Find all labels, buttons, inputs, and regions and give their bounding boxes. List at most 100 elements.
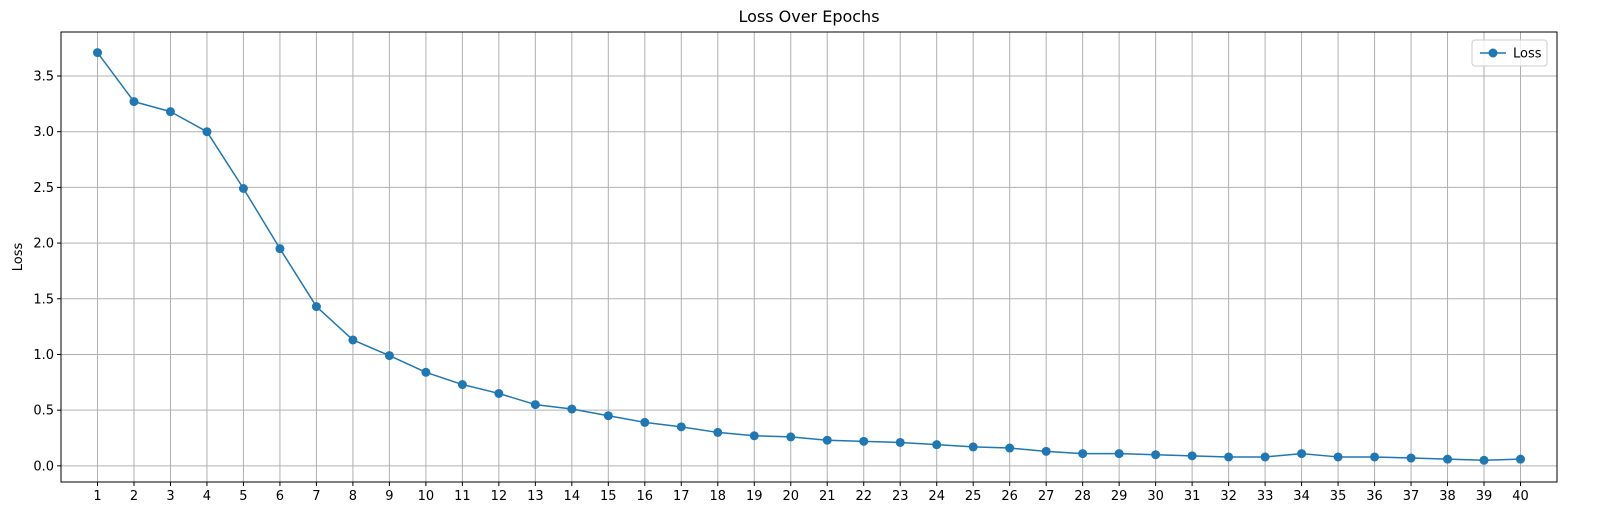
x-tick-label: 27 bbox=[1038, 489, 1055, 504]
data-point bbox=[676, 422, 686, 432]
x-tick-label: 35 bbox=[1330, 489, 1347, 504]
x-tick-label: 1 bbox=[93, 489, 101, 504]
x-tick-label: 9 bbox=[385, 489, 393, 504]
axes-frame bbox=[60, 31, 1558, 483]
data-point bbox=[968, 442, 978, 452]
data-point bbox=[348, 335, 358, 345]
x-tick-label: 31 bbox=[1184, 489, 1201, 504]
x-tick-label: 36 bbox=[1366, 489, 1383, 504]
x-tick-label: 12 bbox=[491, 489, 508, 504]
data-point bbox=[494, 388, 504, 398]
data-point bbox=[567, 404, 577, 414]
data-point bbox=[1406, 453, 1416, 463]
data-point bbox=[165, 107, 175, 117]
x-tick-label: 26 bbox=[1001, 489, 1018, 504]
x-tick-label: 3 bbox=[166, 489, 174, 504]
x-tick-label: 22 bbox=[855, 489, 872, 504]
x-tick-label: 18 bbox=[710, 489, 727, 504]
data-point bbox=[859, 436, 869, 446]
x-tick-label: 21 bbox=[819, 489, 836, 504]
data-point bbox=[384, 351, 394, 361]
data-point bbox=[1224, 452, 1234, 462]
x-tick-label: 23 bbox=[892, 489, 909, 504]
x-tick-label: 6 bbox=[276, 489, 284, 504]
data-point bbox=[603, 411, 613, 421]
data-point bbox=[1297, 449, 1307, 459]
data-point bbox=[530, 400, 540, 410]
data-point bbox=[1187, 451, 1197, 461]
x-tick-label: 10 bbox=[418, 489, 435, 504]
y-tick-label: 0.5 bbox=[33, 404, 54, 419]
x-tick-label: 15 bbox=[600, 489, 617, 504]
x-tick-label: 8 bbox=[349, 489, 357, 504]
x-tick-label: 30 bbox=[1147, 489, 1164, 504]
x-tick-label: 40 bbox=[1512, 489, 1529, 504]
data-point bbox=[895, 437, 905, 447]
data-point bbox=[1260, 452, 1270, 462]
x-tick-label: 13 bbox=[527, 489, 544, 504]
data-point bbox=[421, 367, 431, 377]
y-tick-label: 2.0 bbox=[33, 237, 54, 252]
grid-lines bbox=[61, 32, 1557, 482]
x-tick-label: 24 bbox=[928, 489, 945, 504]
data-point bbox=[238, 183, 248, 193]
series-line-loss bbox=[96, 52, 1521, 462]
data-point bbox=[1479, 455, 1489, 465]
x-tick-label: 28 bbox=[1074, 489, 1091, 504]
y-tick-label: 1.5 bbox=[33, 292, 54, 307]
x-tick-label: 7 bbox=[312, 489, 320, 504]
y-tick-label: 1.0 bbox=[33, 348, 54, 363]
data-point bbox=[457, 380, 467, 390]
legend-marker-swatch bbox=[1488, 48, 1498, 58]
data-point bbox=[1443, 454, 1453, 464]
x-tick-label: 14 bbox=[564, 489, 581, 504]
x-tick-label: 17 bbox=[673, 489, 690, 504]
y-axis-label: Loss bbox=[11, 243, 26, 272]
x-tick-label: 19 bbox=[746, 489, 763, 504]
data-point bbox=[202, 127, 212, 137]
data-point bbox=[1151, 450, 1161, 460]
data-point bbox=[749, 431, 759, 441]
data-point bbox=[1516, 454, 1526, 464]
data-point bbox=[92, 48, 102, 58]
y-tick-label: 3.5 bbox=[33, 69, 54, 84]
x-tick-label: 20 bbox=[782, 489, 799, 504]
x-tick-label: 34 bbox=[1293, 489, 1310, 504]
y-axis-ticks: 0.0 0.5 1.0 1.5 2.0 2.5 3.0 3.5 bbox=[33, 69, 61, 474]
x-tick-label: 2 bbox=[130, 489, 138, 504]
data-point bbox=[786, 432, 796, 442]
x-tick-label: 37 bbox=[1403, 489, 1420, 504]
data-point bbox=[1005, 443, 1015, 453]
x-tick-label: 32 bbox=[1220, 489, 1237, 504]
x-tick-label: 11 bbox=[454, 489, 471, 504]
data-point bbox=[275, 244, 285, 254]
data-point bbox=[1333, 452, 1343, 462]
x-tick-label: 33 bbox=[1257, 489, 1274, 504]
y-tick-label: 0.0 bbox=[33, 459, 54, 474]
legend-entry-loss: Loss bbox=[1513, 47, 1542, 62]
x-tick-label: 25 bbox=[965, 489, 982, 504]
data-point bbox=[1041, 446, 1051, 456]
legend-box bbox=[1471, 39, 1548, 67]
y-tick-label: 3.0 bbox=[33, 125, 54, 140]
x-tick-label: 5 bbox=[239, 489, 247, 504]
data-point bbox=[1114, 449, 1124, 459]
data-point bbox=[1078, 449, 1088, 459]
legend: Loss bbox=[1471, 39, 1548, 67]
data-point bbox=[713, 427, 723, 437]
data-point bbox=[129, 97, 139, 107]
x-tick-label: 16 bbox=[637, 489, 654, 504]
y-tick-label: 2.5 bbox=[33, 181, 54, 196]
plot-area bbox=[92, 48, 1526, 465]
data-point bbox=[311, 302, 321, 312]
chart-title: Loss Over Epochs bbox=[738, 7, 879, 26]
x-tick-label: 38 bbox=[1439, 489, 1456, 504]
x-tick-label: 4 bbox=[203, 489, 211, 504]
x-axis-ticks: 1 2 3 4 5 6 7 8 9 10 11 12 13 14 15 16 17 18 19 20 21 22 23 24 2… bbox=[93, 482, 1529, 504]
x-tick-label: 29 bbox=[1111, 489, 1128, 504]
data-point bbox=[640, 417, 650, 427]
x-tick-label: 39 bbox=[1476, 489, 1493, 504]
data-point bbox=[932, 440, 942, 450]
data-point bbox=[822, 435, 832, 445]
